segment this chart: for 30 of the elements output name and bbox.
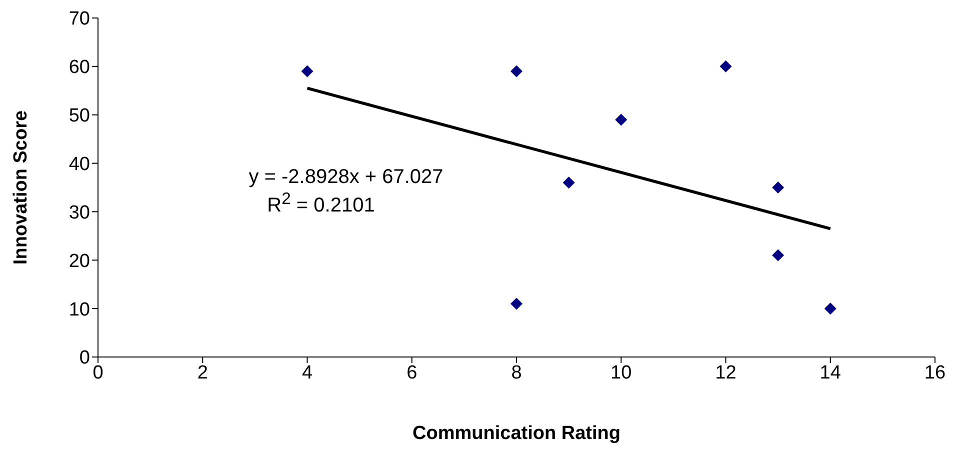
point <box>615 114 628 126</box>
y-tick-label: 40 <box>68 154 90 176</box>
x-axis-title: Communication Rating <box>412 423 620 444</box>
x-tick-label: 10 <box>610 362 632 384</box>
x-tick-label: 2 <box>197 362 208 384</box>
x-tick-label: 4 <box>302 362 313 384</box>
point <box>301 65 314 78</box>
x-tick-label: 14 <box>820 362 842 384</box>
x-tick-label: 8 <box>511 362 522 384</box>
point <box>510 65 522 78</box>
point <box>562 176 575 189</box>
y-tick-label: 0 <box>79 348 90 369</box>
y-tick-label: 50 <box>68 106 90 127</box>
x-tick-label: 16 <box>924 362 946 384</box>
point <box>772 182 784 194</box>
y-tick-label: 10 <box>68 299 90 320</box>
annotation: y = -2.8928x + 67.027 <box>248 166 444 189</box>
y-tick-label: 60 <box>68 57 90 78</box>
annotation: R$^{2}$ = 0.2101 <box>266 189 376 218</box>
x-tick-label: 12 <box>715 362 736 384</box>
point <box>824 302 836 315</box>
point <box>720 60 732 72</box>
y-tick-label: 20 <box>68 250 90 272</box>
x-tick-label: 0 <box>92 362 104 384</box>
y-tick-label: 30 <box>68 202 90 224</box>
point <box>772 249 784 262</box>
y-axis-title: Innovation Score <box>10 110 32 265</box>
y-tick-label: 70 <box>68 8 90 30</box>
point <box>510 298 522 310</box>
x-tick-label: 6 <box>406 362 418 384</box>
